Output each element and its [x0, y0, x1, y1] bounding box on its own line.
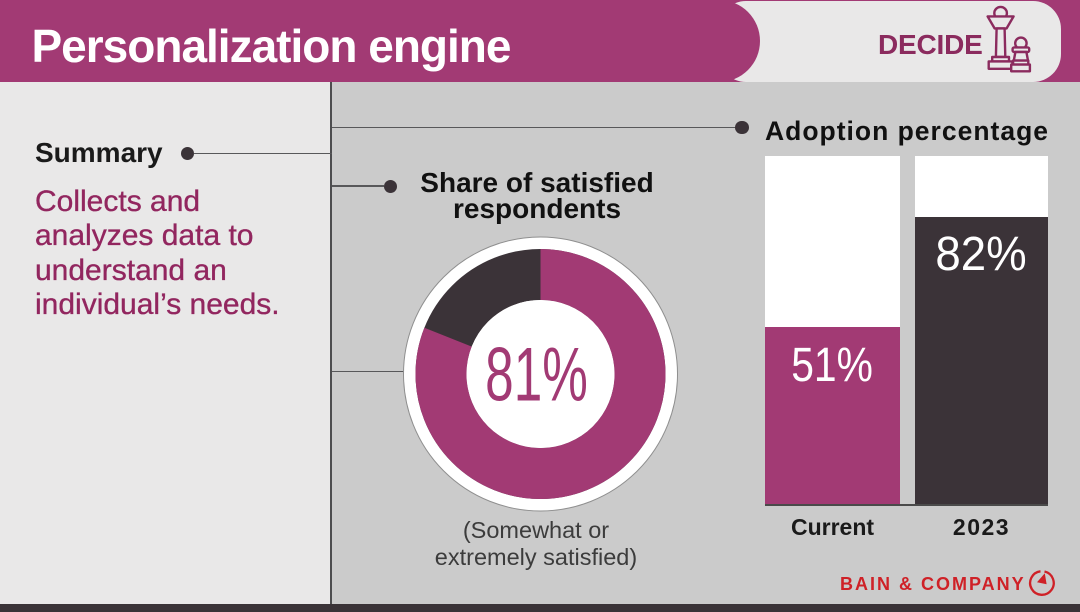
svg-text:81%: 81% [485, 331, 588, 417]
